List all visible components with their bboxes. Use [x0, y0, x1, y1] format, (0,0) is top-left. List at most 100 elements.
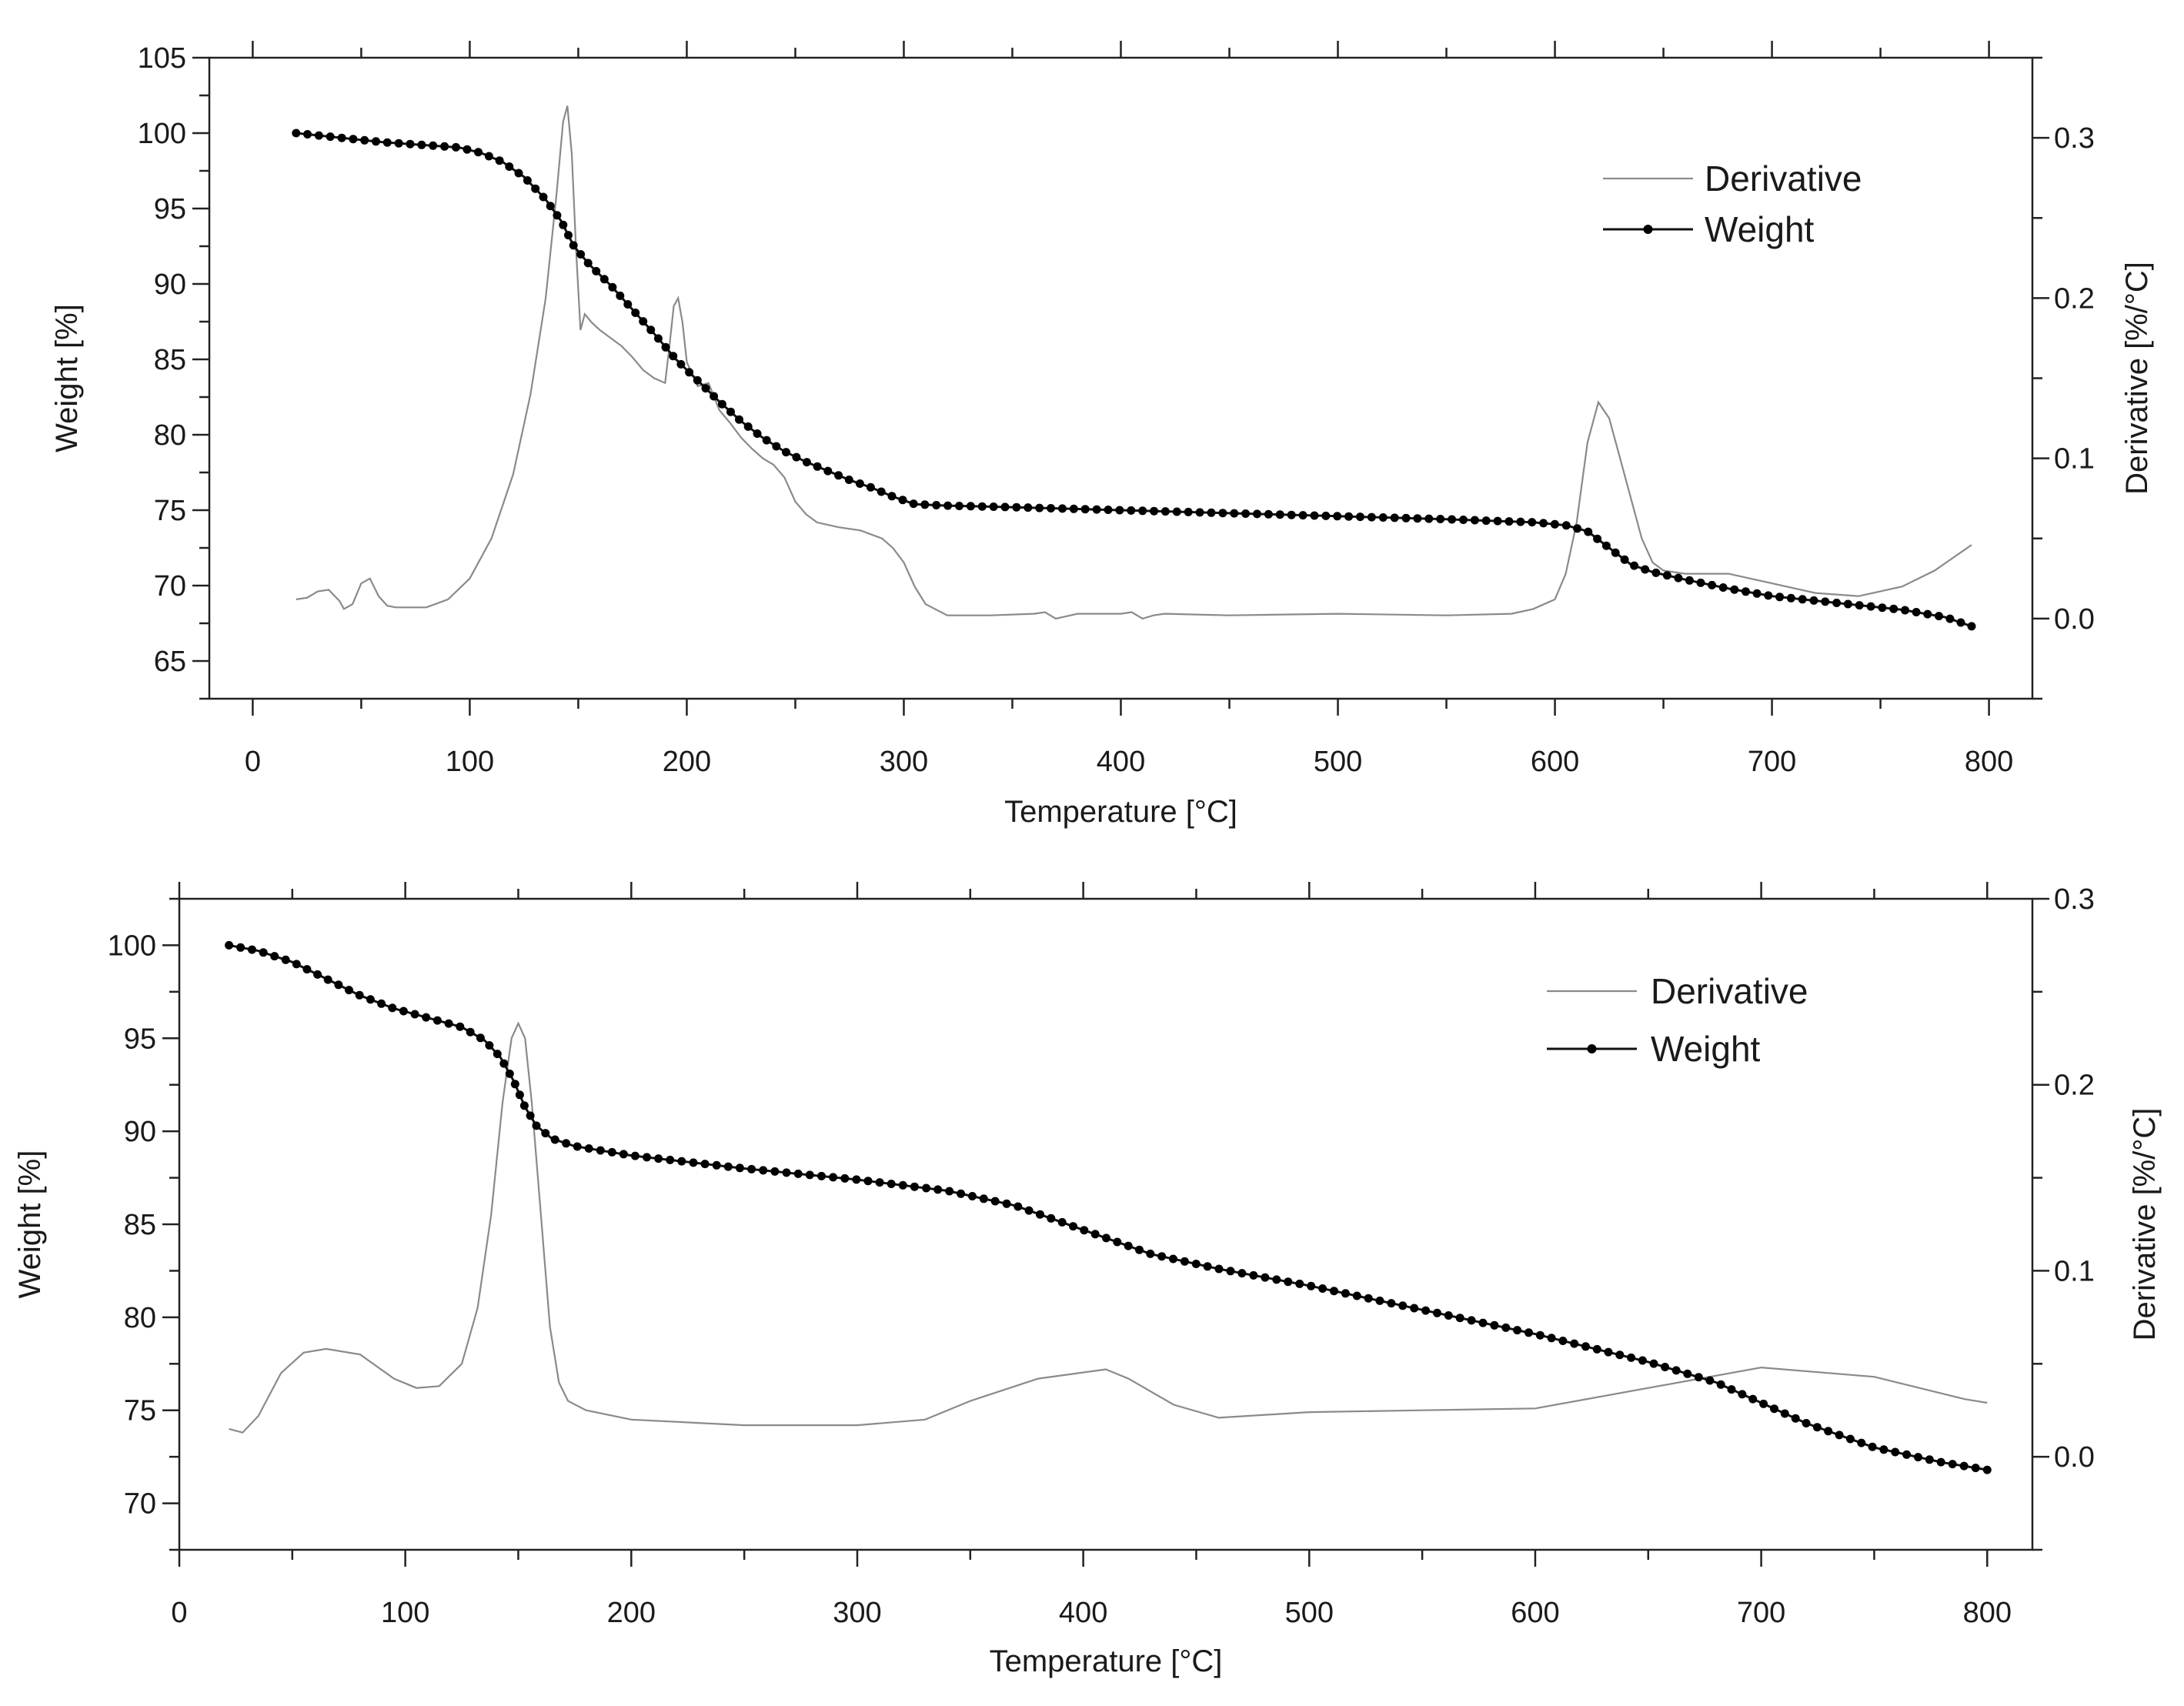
- weight-point: [515, 1090, 524, 1100]
- weight-point: [1146, 1249, 1155, 1258]
- weight-point: [968, 1192, 977, 1200]
- weight-point: [852, 1175, 861, 1184]
- weight-point: [1321, 511, 1331, 520]
- weight-point: [1241, 509, 1251, 518]
- y2-axis-title: Derivative [%/°C]: [2120, 262, 2154, 495]
- weight-point: [1786, 593, 1795, 603]
- weight-point: [1611, 548, 1620, 557]
- weight-point: [1047, 1214, 1056, 1223]
- weight-point: [1069, 1222, 1077, 1231]
- weight-point: [945, 1187, 954, 1196]
- weight-point: [877, 487, 886, 496]
- x-tick-label: 200: [607, 1597, 656, 1629]
- y2-axis-title: Derivative [%/°C]: [2128, 1108, 2162, 1341]
- y-axis-title: Weight [%]: [13, 1150, 47, 1299]
- y-tick-label: 80: [124, 1302, 156, 1334]
- weight-point: [1330, 1287, 1338, 1296]
- x-tick-label: 700: [1748, 746, 1796, 778]
- weight-point: [966, 502, 975, 511]
- weight-point: [1866, 602, 1875, 611]
- weight-point: [1570, 1339, 1579, 1348]
- weight-point: [1651, 568, 1661, 577]
- weight-point: [1641, 565, 1650, 574]
- weight-point: [909, 499, 918, 509]
- weight-point: [410, 1010, 419, 1019]
- weight-point: [957, 1189, 966, 1198]
- weight-point: [979, 1194, 988, 1204]
- weight-point: [422, 1013, 431, 1022]
- legend-weight-label: Weight: [1651, 1029, 1761, 1069]
- weight-point: [631, 309, 640, 317]
- y-tick-label: 100: [108, 930, 156, 962]
- weight-point: [1387, 1299, 1396, 1308]
- weight-point: [1558, 1337, 1568, 1345]
- weight-point: [1287, 510, 1296, 519]
- weight-point: [643, 1153, 651, 1162]
- weight-point: [1261, 1273, 1270, 1282]
- weight-point: [1835, 1431, 1844, 1440]
- weight-point: [1207, 508, 1216, 517]
- weight-point: [499, 1059, 509, 1068]
- weight-point: [1501, 1323, 1511, 1332]
- weight-point: [1436, 515, 1445, 523]
- weight-point: [747, 1164, 756, 1174]
- weight-point: [573, 1142, 582, 1151]
- x-tick-label: 200: [663, 746, 711, 778]
- weight-point: [559, 220, 568, 229]
- x-tick-label: 500: [1285, 1597, 1334, 1629]
- weight-point: [1604, 1347, 1613, 1357]
- weight-point: [1584, 527, 1593, 536]
- weight-point: [1102, 1234, 1110, 1243]
- weight-point: [1855, 601, 1864, 610]
- weight-point: [1809, 596, 1818, 605]
- weight-point: [793, 1169, 803, 1178]
- weight-point: [1738, 1390, 1747, 1399]
- weight-point: [1333, 512, 1342, 521]
- weight-point: [700, 1160, 710, 1169]
- weight-point: [259, 948, 268, 957]
- weight-point: [1080, 1226, 1089, 1235]
- weight-point: [1716, 1380, 1725, 1389]
- weight-point: [596, 1146, 605, 1155]
- weight-point: [855, 479, 864, 488]
- weight-point: [693, 376, 702, 385]
- weight-point: [345, 986, 353, 995]
- weight-point: [1024, 1206, 1034, 1215]
- weight-point: [1180, 1257, 1189, 1266]
- weight-point: [1912, 608, 1921, 616]
- weight-point: [326, 132, 335, 142]
- weight-point: [382, 138, 392, 147]
- weight-point: [1832, 599, 1842, 607]
- weight-point: [432, 1016, 442, 1025]
- weight-point: [1843, 599, 1852, 609]
- weight-point: [802, 458, 811, 467]
- weight-point: [599, 275, 609, 284]
- weight-point: [1674, 573, 1683, 583]
- weight-point: [1481, 516, 1491, 526]
- weight-point: [977, 502, 987, 511]
- weight-point: [1791, 1414, 1800, 1423]
- weight-point: [1195, 508, 1204, 517]
- weight-point: [303, 130, 312, 139]
- weight-point: [1696, 578, 1705, 587]
- weight-point: [1638, 1356, 1647, 1365]
- weight-point: [505, 1069, 514, 1078]
- weight-point: [444, 1019, 453, 1028]
- weight-point: [829, 1173, 838, 1182]
- weight-point: [569, 241, 578, 250]
- weight-point: [1307, 1281, 1316, 1290]
- weight-point: [349, 135, 358, 144]
- y-tick-label: 90: [124, 1116, 156, 1148]
- weight-point: [1935, 612, 1943, 621]
- y-tick-label: 95: [124, 1023, 156, 1055]
- y-tick-label: 100: [138, 118, 186, 150]
- weight-point: [653, 334, 663, 343]
- weight-point: [1184, 507, 1193, 516]
- weight-point: [1433, 1308, 1441, 1317]
- weight-point: [1821, 597, 1830, 606]
- weight-point: [1455, 1314, 1464, 1323]
- weight-point: [1014, 1202, 1023, 1211]
- weight-point: [1730, 585, 1739, 594]
- derivative-series-line: [229, 1021, 1988, 1434]
- weight-point: [608, 282, 617, 292]
